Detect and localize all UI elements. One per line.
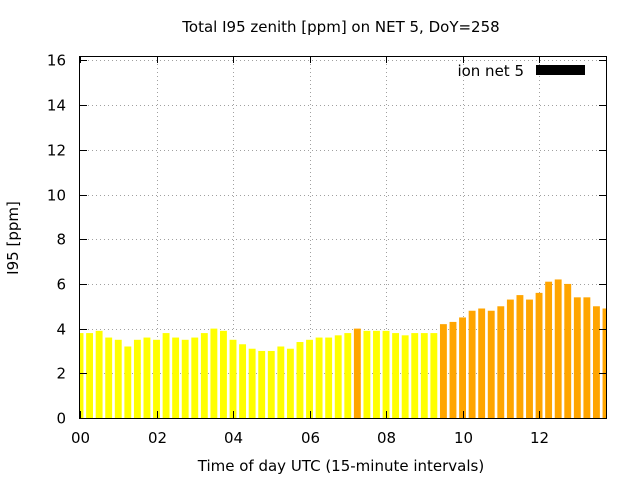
- bar: [392, 333, 400, 418]
- bar: [592, 306, 600, 418]
- bar: [220, 330, 227, 418]
- bar: [325, 337, 333, 418]
- y-axis-label: I95 [ppm]: [4, 201, 22, 275]
- y-axis: 0 2 4 6 8 10 12 14 16: [47, 52, 606, 428]
- bar: [439, 324, 447, 418]
- bar: [143, 337, 151, 418]
- bars: [80, 279, 606, 418]
- bar: [229, 339, 237, 418]
- bar: [191, 337, 199, 418]
- bar: [373, 330, 380, 418]
- bar: [133, 339, 141, 418]
- bar: [526, 299, 533, 418]
- bar: [535, 292, 543, 418]
- bar: [124, 346, 132, 418]
- bar: [239, 344, 247, 418]
- bar: [286, 348, 294, 418]
- plot-frame: [79, 56, 607, 419]
- bar: [200, 333, 208, 418]
- bar: [497, 306, 505, 418]
- bar: [430, 333, 438, 418]
- x-tick-label: 02: [148, 429, 167, 447]
- bar: [267, 350, 275, 418]
- bar: [153, 339, 160, 418]
- x-tick-label: 04: [224, 429, 243, 447]
- x-axis: 00 02 04 06 08 10 12: [71, 56, 549, 447]
- x-axis-label: Time of day UTC (15-minute intervals): [197, 457, 484, 475]
- bar: [80, 333, 84, 418]
- bar: [468, 310, 476, 418]
- bar: [449, 321, 457, 418]
- x-tick-label: 06: [301, 429, 320, 447]
- x-tick-label: 10: [454, 429, 473, 447]
- bar: [487, 310, 495, 418]
- bar: [162, 333, 170, 418]
- y-tick-label: 2: [56, 365, 66, 383]
- bar: [411, 333, 419, 418]
- bar: [210, 328, 218, 418]
- y-tick-label: 8: [56, 231, 66, 249]
- bar: [334, 335, 342, 418]
- bar: [382, 330, 390, 418]
- x-tick-label: 12: [530, 429, 549, 447]
- bar: [258, 350, 266, 418]
- bar: [344, 333, 352, 418]
- legend: ion net 5: [457, 62, 585, 80]
- bar: [353, 328, 361, 418]
- bar: [516, 295, 524, 418]
- y-tick-label: 4: [56, 321, 66, 339]
- bar: [95, 330, 103, 418]
- bar: [420, 333, 428, 418]
- bar: [506, 299, 514, 418]
- bar: [363, 330, 371, 418]
- legend-swatch: [536, 65, 585, 75]
- bar: [181, 339, 189, 418]
- y-tick-label: 6: [56, 276, 66, 294]
- x-tick-label: 08: [377, 429, 396, 447]
- bar: [401, 335, 409, 418]
- bar: [583, 297, 591, 418]
- bar: [306, 339, 313, 418]
- y-tick-label: 0: [56, 410, 66, 428]
- bar: [105, 337, 113, 418]
- bar: [86, 333, 94, 418]
- legend-label: ion net 5: [457, 62, 524, 80]
- y-tick-label: 16: [47, 52, 66, 70]
- bar: [602, 308, 606, 418]
- bar: [545, 281, 553, 418]
- y-tick-label: 10: [47, 187, 66, 205]
- y-tick-label: 14: [47, 97, 66, 115]
- bar: [248, 348, 256, 418]
- bar: [315, 337, 323, 418]
- bar: [296, 342, 304, 418]
- y-tick-label: 12: [47, 142, 66, 160]
- bar: [573, 297, 581, 418]
- bar: [478, 308, 486, 418]
- grid: [80, 56, 606, 418]
- bar: [564, 283, 572, 418]
- bar: [172, 337, 180, 418]
- bar: [554, 279, 562, 418]
- bar: [277, 346, 285, 418]
- chart-title: Total I95 zenith [ppm] on NET 5, DoY=258: [181, 18, 499, 36]
- x-tick-label: 00: [71, 429, 90, 447]
- bar: [459, 317, 466, 418]
- bar: [114, 339, 122, 418]
